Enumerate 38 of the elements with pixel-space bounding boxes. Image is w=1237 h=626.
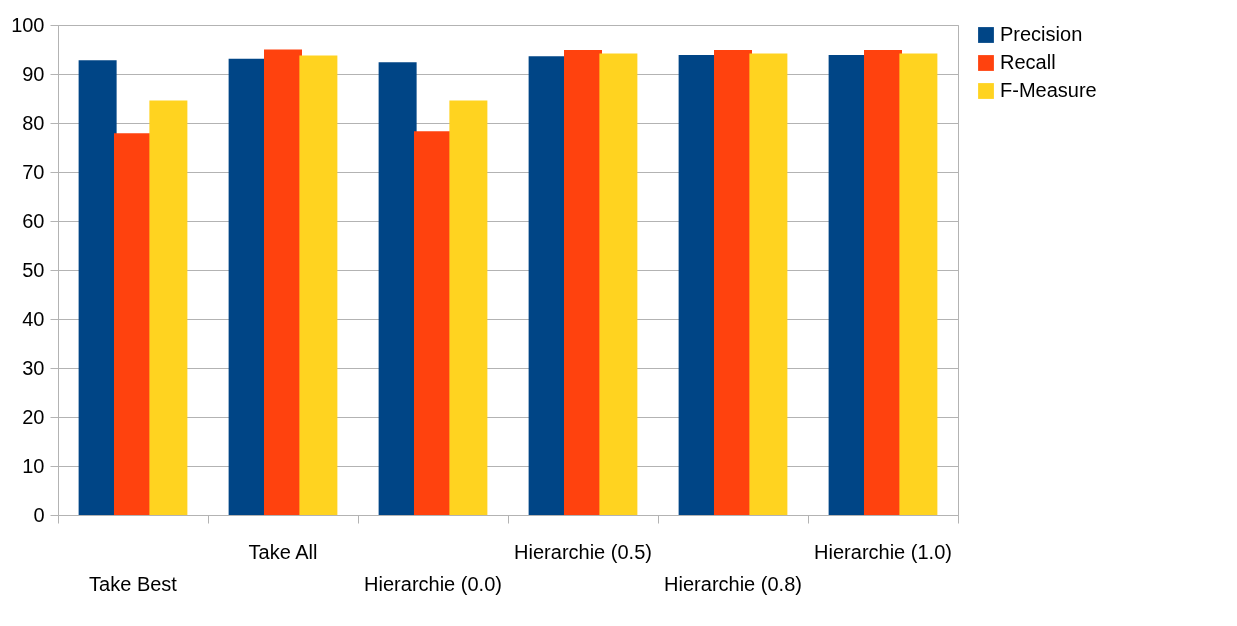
y-tick-label: 20 <box>22 405 45 428</box>
bar <box>599 53 638 515</box>
x-tick-label: Hierarchie (0.5) <box>514 541 652 563</box>
bar <box>264 49 302 515</box>
bar <box>564 49 602 515</box>
bar <box>678 54 717 515</box>
y-tick-label: 0 <box>33 503 45 526</box>
y-tick-label: 80 <box>22 111 45 134</box>
y-tick-label: 100 <box>11 13 45 36</box>
x-tick-label: Take All <box>248 541 318 563</box>
bar <box>114 133 152 515</box>
y-tick-label: 10 <box>22 454 45 477</box>
bar <box>414 131 452 515</box>
bar <box>714 49 752 515</box>
x-tick-label: Hierarchie (1.0) <box>814 541 952 563</box>
bar <box>449 100 488 515</box>
bar <box>299 55 338 515</box>
bar <box>864 49 902 515</box>
legend-label: Precision <box>1000 23 1083 45</box>
y-tick-label: 60 <box>22 209 45 232</box>
y-tick-label: 40 <box>22 307 45 330</box>
bar <box>899 53 938 515</box>
x-tick-label: Hierarchie (0.8) <box>664 573 802 595</box>
bar <box>378 62 417 515</box>
legend-label: Recall <box>1000 51 1056 73</box>
bar <box>78 60 117 515</box>
x-tick-label: Hierarchie (0.0) <box>364 573 502 595</box>
y-tick-label: 70 <box>22 160 45 183</box>
x-tick-label: Take Best <box>89 573 178 595</box>
bar <box>149 100 188 515</box>
y-tick-label: 50 <box>22 258 45 281</box>
bar <box>749 53 788 515</box>
bar <box>228 58 267 515</box>
legend-label: F-Measure <box>1000 79 1097 101</box>
y-tick-label: 90 <box>22 62 45 85</box>
bar <box>528 56 567 515</box>
y-tick-label: 30 <box>22 356 45 379</box>
bar <box>828 54 867 515</box>
